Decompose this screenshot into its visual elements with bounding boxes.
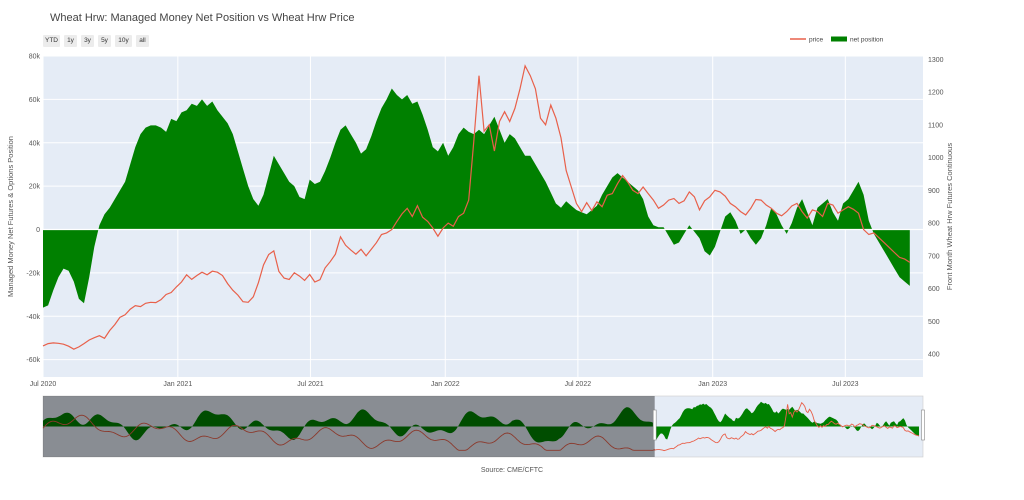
y-left-tick-label: -60k	[26, 357, 40, 364]
y-left-tick-label: 40k	[29, 140, 41, 147]
x-tick-label: Jul 2022	[565, 381, 592, 388]
chart-title: Wheat Hrw: Managed Money Net Position vs…	[50, 12, 355, 24]
y-left-tick-label: -40k	[26, 314, 40, 321]
x-tick-label: Jan 2022	[431, 381, 460, 388]
range-button-5y[interactable]: 5y	[98, 35, 111, 47]
y-right-tick-label: 500	[928, 319, 940, 326]
rangeslider-mask	[43, 396, 655, 457]
range-button-ytd[interactable]: YTD	[43, 35, 60, 47]
series-net-position-area	[43, 88, 910, 308]
x-tick-label: Jan 2021	[163, 381, 192, 388]
range-button-10y[interactable]: 10y	[115, 35, 132, 47]
series-price-line	[42, 64, 911, 350]
x-tick-label: Jul 2020	[30, 381, 57, 388]
y-left-tick-label: 80k	[29, 54, 41, 61]
legend: price net position	[790, 36, 884, 44]
y-right-tick-label: 1200	[928, 90, 944, 97]
range-button-3y[interactable]: 3y	[81, 35, 94, 47]
x-tick-label: Jul 2021	[297, 381, 324, 388]
y-left-tick-label: 20k	[29, 184, 41, 191]
rangeslider-handle-right	[921, 409, 925, 441]
rangeslider-price-line	[42, 401, 920, 452]
y-right-axis-title: Front Month Wheat Hrw Futures Continuous	[945, 143, 954, 290]
y-right-tick-label: 900	[928, 188, 940, 195]
y-right-tick-label: 600	[928, 286, 940, 293]
chart-source: Source: CME/CFTC	[480, 467, 544, 474]
legend-net-position-swatch	[831, 36, 847, 42]
legend-price-label: price	[809, 37, 823, 44]
y-right-tick-label: 1100	[928, 122, 943, 129]
legend-net-position-label: net position	[850, 37, 884, 44]
range-button-1y[interactable]: 1y	[64, 35, 77, 47]
y-left-tick-label: 0	[36, 227, 40, 234]
y-right-tick-label: 400	[928, 352, 940, 359]
y-left-tick-label: 60k	[29, 97, 41, 104]
x-tick-label: Jul 2023	[832, 381, 859, 388]
y-right-tick-label: 700	[928, 253, 940, 260]
y-right-tick-label: 1000	[928, 155, 944, 162]
y-right-tick-label: 1300	[928, 57, 944, 64]
y-right-tick-label: 800	[928, 221, 940, 228]
y-left-axis-title: Managed Money Net Futures & Options Posi…	[6, 136, 15, 297]
y-left-tick-label: -20k	[26, 270, 40, 277]
rangeslider-net-position-area	[43, 401, 919, 443]
rangeslider-handle-left	[652, 409, 657, 441]
range-button-all[interactable]: all	[136, 35, 149, 47]
x-tick-label: Jan 2023	[698, 381, 727, 388]
